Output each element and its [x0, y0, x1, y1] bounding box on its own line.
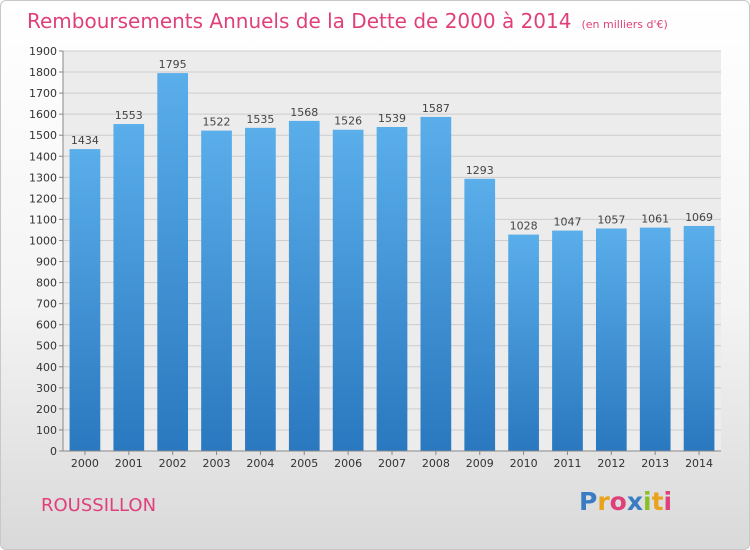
x-tick-label: 2009 — [466, 457, 494, 470]
bar-value-label: 1434 — [71, 134, 99, 147]
bar-2012 — [596, 228, 627, 451]
bar-value-label: 1795 — [159, 58, 187, 71]
bar-value-label: 1535 — [246, 113, 274, 126]
y-tick-label: 600 — [36, 319, 57, 332]
bar-value-label: 1057 — [597, 213, 625, 226]
bar-2006 — [333, 130, 364, 451]
bar-2004 — [245, 128, 276, 451]
x-tick-label: 2002 — [159, 457, 187, 470]
x-tick-label: 2004 — [246, 457, 274, 470]
bar-2005 — [289, 121, 320, 451]
y-tick-label: 100 — [36, 424, 57, 437]
bar-value-label: 1539 — [378, 112, 406, 125]
y-axis: 0 100 200 300 400 500 600 700 800 900 1000 1100 1200… — [29, 45, 63, 458]
bar-2007 — [377, 127, 408, 451]
bar-value-label: 1526 — [334, 115, 362, 128]
y-tick-label: 900 — [36, 256, 57, 269]
y-tick-label: 700 — [36, 298, 57, 311]
bar-2009 — [464, 179, 495, 451]
commune-name: ROUSSILLON — [41, 495, 156, 516]
bar-value-label: 1061 — [641, 213, 669, 226]
bar-value-label: 1293 — [466, 164, 494, 177]
chart-frame: Remboursements Annuels de la Dette de 20… — [0, 0, 750, 550]
logo-letter: P — [579, 487, 597, 516]
x-tick-label: 2011 — [553, 457, 581, 470]
y-tick-label: 1800 — [29, 66, 57, 79]
bar-2000 — [70, 149, 101, 451]
bar-chart: 0 100 200 300 400 500 600 700 800 900 1000 1100 1200… — [1, 1, 750, 550]
x-tick-label: 2000 — [71, 457, 99, 470]
y-tick-label: 1900 — [29, 45, 57, 58]
y-tick-label: 500 — [36, 340, 57, 353]
y-tick-label: 400 — [36, 361, 57, 374]
bar-value-label: 1587 — [422, 102, 450, 115]
x-tick-label: 2003 — [203, 457, 231, 470]
logo-letter: o — [610, 487, 627, 516]
y-tick-label: 1200 — [29, 192, 57, 205]
logo-letter: i — [664, 487, 673, 516]
y-tick-label: 1100 — [29, 213, 57, 226]
y-tick-label: 1600 — [29, 108, 57, 121]
x-tick-label: 2001 — [115, 457, 143, 470]
x-tick-label: 2013 — [641, 457, 669, 470]
proxiti-logo: Proxiti — [579, 487, 672, 516]
y-tick-label: 200 — [36, 403, 57, 416]
x-tick-label: 2012 — [597, 457, 625, 470]
logo-letter: t — [652, 487, 664, 516]
logo-letter: i — [643, 487, 652, 516]
x-axis: 2000 2001 2002 2003 2004 2005 2006 2007 2008 2009… — [63, 451, 721, 470]
bar-value-label: 1553 — [115, 109, 143, 122]
bar-value-label: 1069 — [685, 211, 713, 224]
x-tick-label: 2014 — [685, 457, 713, 470]
bar-2014 — [684, 226, 715, 451]
x-tick-label: 2008 — [422, 457, 450, 470]
y-tick-label: 1500 — [29, 129, 57, 142]
x-tick-label: 2010 — [510, 457, 538, 470]
bar-2011 — [552, 231, 583, 451]
x-tick-label: 2006 — [334, 457, 362, 470]
y-tick-label: 800 — [36, 277, 57, 290]
bar-2013 — [640, 228, 671, 451]
y-tick-label: 1000 — [29, 234, 57, 247]
bar-2001 — [113, 124, 144, 451]
logo-letter: x — [627, 487, 643, 516]
bar-2008 — [421, 117, 452, 451]
bar-value-label: 1028 — [510, 220, 538, 233]
y-tick-label: 300 — [36, 382, 57, 395]
y-tick-label: 1400 — [29, 150, 57, 163]
logo-letter: r — [597, 487, 609, 516]
bar-2003 — [201, 131, 232, 451]
x-tick-label: 2007 — [378, 457, 406, 470]
x-tick-label: 2005 — [290, 457, 318, 470]
y-tick-label: 1300 — [29, 171, 57, 184]
bar-value-label: 1047 — [553, 216, 581, 229]
bar-2010 — [508, 235, 539, 451]
y-tick-label: 1700 — [29, 87, 57, 100]
y-tick-label: 0 — [50, 445, 57, 458]
bar-2002 — [157, 73, 188, 451]
bar-value-label: 1568 — [290, 106, 318, 119]
bar-value-label: 1522 — [203, 116, 231, 129]
